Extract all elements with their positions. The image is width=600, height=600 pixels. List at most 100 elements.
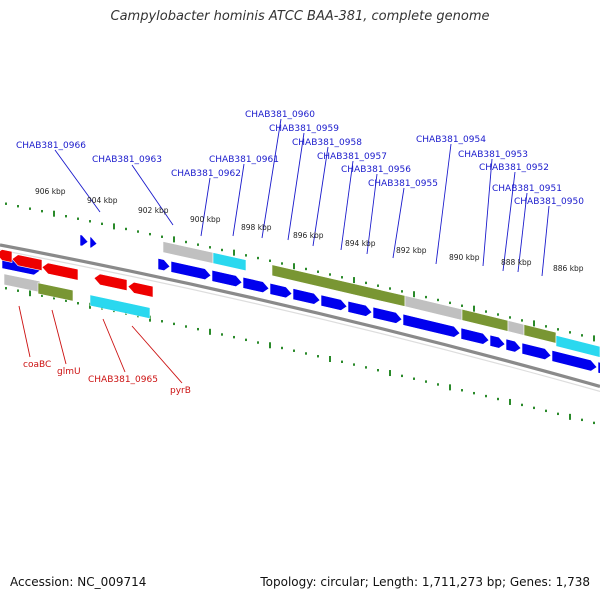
inner-tick-mark [413,377,415,380]
outer-tick-mark [425,295,427,299]
feature-band-cyan [212,252,247,272]
feature-band-grey [3,273,41,293]
tick-labels: 906 kbp 904 kbp 902 kbp 900 kbp 898 kbp 896 k… [35,187,584,273]
inner-tick-mark [461,389,463,392]
inner-tick-mark [269,342,271,349]
kbp-tick-label: 888 kbp [501,258,532,267]
gene-label: CHAB381_0954 [416,135,486,145]
outer-tick-mark [389,287,391,290]
gene-label: CHAB381_0951 [492,184,562,194]
outer-tick-mark [485,310,487,313]
gene-label: CHAB381_0960 [245,110,315,120]
forward-gene-arrow [170,260,212,281]
outer-tick-mark [185,240,187,244]
label-leader-line [392,187,405,259]
gene-label: CHAB381_0963 [92,155,162,165]
outer-tick-mark [29,207,31,210]
forward-gene-arrow [157,258,171,272]
forward-gene-arrow [292,288,321,305]
kbp-tick-label: 886 kbp [553,264,584,273]
inner-tick-mark [293,349,295,352]
outer-tick-mark [449,301,451,305]
label-leader-line [261,118,282,239]
label-leaders [18,118,550,384]
outer-tick-mark [209,246,211,249]
inner-tick-mark [53,296,55,300]
gene-label: CHAB381_0959 [269,124,339,134]
label-leader-line [541,205,550,277]
outer-tick-mark [245,254,247,257]
gene-label: CHAB381_0965 [88,375,158,385]
gene-label: CHAB381_0955 [368,179,438,189]
inner-tick-mark [209,328,211,335]
label-leader-line [232,163,245,237]
inner-tick-mark [329,356,331,363]
forward-gene-arrow [372,306,403,324]
outer-tick-mark [497,313,499,316]
gene-label: CHAB381_0957 [317,152,387,162]
forward-gene-arrow [320,294,348,311]
inner-tick-mark [449,384,451,391]
outer-tick-mark [221,248,223,252]
outer-tick-mark [125,227,127,231]
kbp-tick-label: 906 kbp [35,187,66,196]
kbp-tick-label: 904 kbp [87,196,118,205]
outer-tick-mark [305,267,307,271]
gene-label: CHAB381_0950 [514,197,584,207]
gene-label: CHAB381_0956 [341,165,411,175]
forward-gene-arrow [521,342,552,360]
reverse-gene-arrow [127,281,154,298]
outer-tick-mark [317,270,319,273]
backbone-inner-line [0,249,600,392]
outer-tick-mark [41,209,43,213]
outer-tick-mark [149,232,151,236]
label-leader-line [366,173,378,255]
inner-tick-mark [281,346,283,350]
gene-label: glmU [57,367,81,377]
inner-tick-mark [593,421,595,425]
outer-tick-mark [65,215,67,218]
inner-tick-mark [497,397,499,401]
kbp-tick-label: 902 kbp [138,206,169,215]
outer-tick-mark [413,291,415,298]
outer-tick-mark [581,334,583,337]
inner-tick-mark [389,370,391,377]
inner-tick-mark [17,289,19,292]
outer-tick-mark [293,263,295,270]
outer-tick-mark [329,273,331,276]
label-leader-line [18,305,31,358]
forward-gene-arrow [89,236,98,249]
outer-tick-mark [269,259,271,262]
feature-band-cyan [555,334,600,358]
outer-dotted-track [5,202,595,342]
kbp-tick-label: 900 kbp [190,215,221,224]
gene-label: CHAB381_0966 [16,141,86,151]
inner-tick-mark [401,374,403,378]
inner-tick-mark [173,322,175,326]
kbp-tick-label: 896 kbp [293,231,324,240]
outer-tick-mark [113,223,115,230]
label-leader-line [51,309,67,365]
reverse-gene-arrow [11,254,43,272]
gene-label: CHAB381_0952 [479,163,549,173]
inner-tick-mark [41,294,43,297]
kbp-tick-label: 892 kbp [396,246,427,255]
gene-label: pyrB [170,386,191,396]
inner-tick-mark [161,320,163,323]
outer-tick-mark [281,262,283,265]
accession-text: Accession: NC_009714 [10,575,147,589]
label-leader-line [435,143,452,265]
feature-band-cyan [89,294,151,320]
outer-tick-mark [197,243,199,246]
label-leader-line [131,164,174,226]
reverse-gene-arrow [0,249,13,263]
forward-gene-arrow [489,334,506,349]
outer-tick-mark [437,298,439,302]
outer-tick-mark [461,304,463,307]
backbone [0,243,600,392]
inner-tick-mark [29,290,31,297]
inner-tick-mark [437,383,439,386]
gene-label: CHAB381_0953 [458,150,528,160]
forward-gene-arrow [551,349,598,372]
